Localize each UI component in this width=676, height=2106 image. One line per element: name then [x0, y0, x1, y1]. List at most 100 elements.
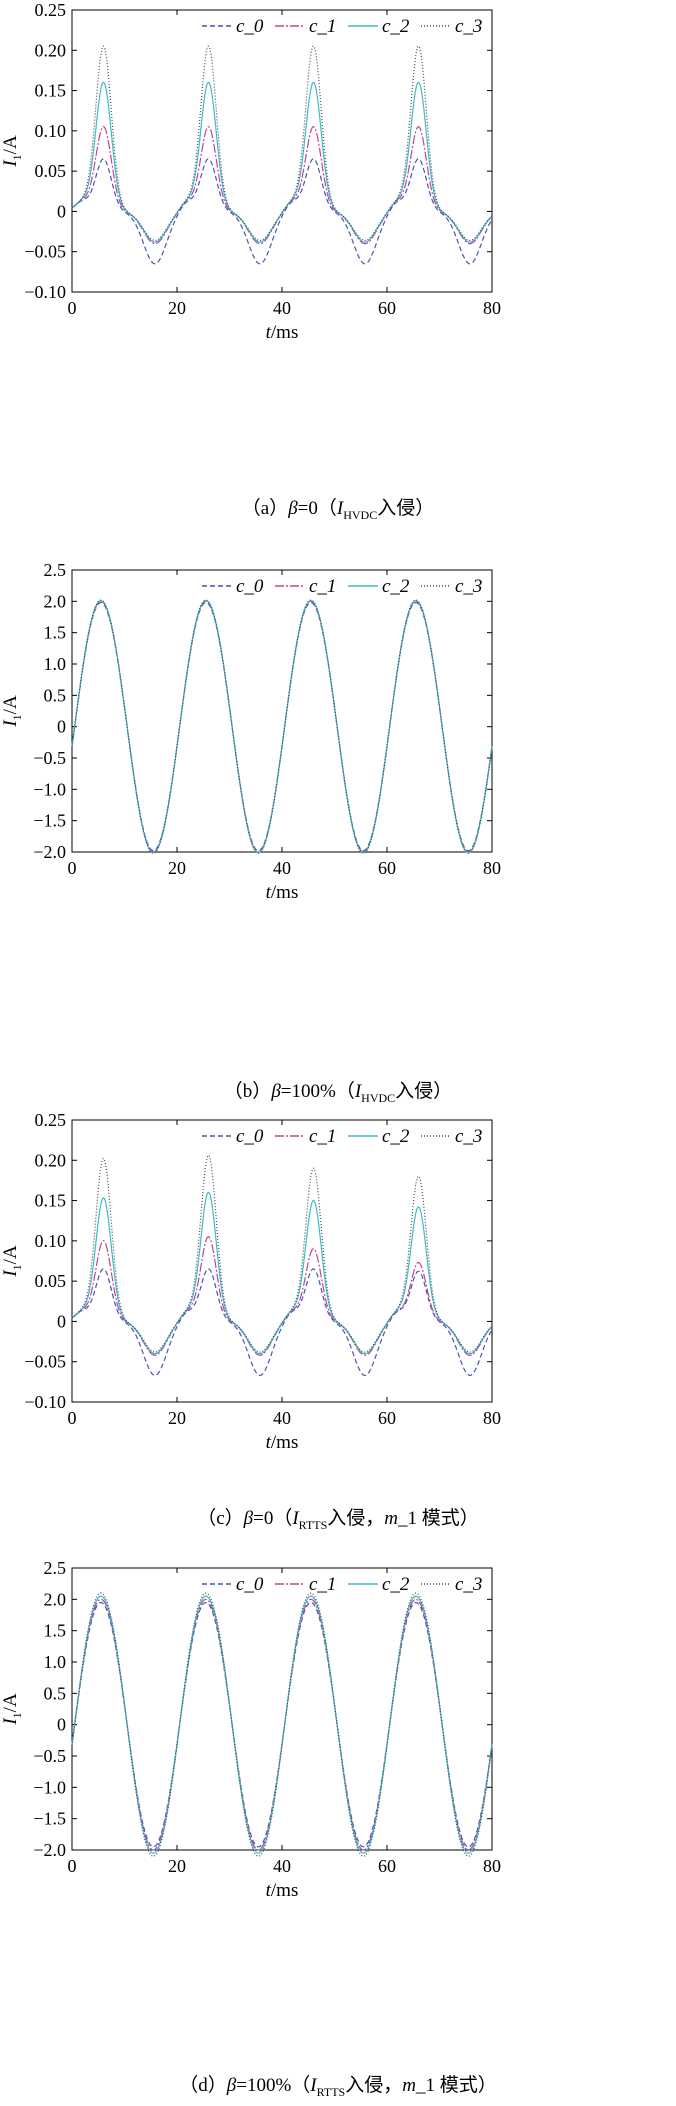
- y-axis-sub: 1: [10, 714, 24, 720]
- legend-label: c_0: [236, 1126, 264, 1147]
- x-tick-label: 0: [68, 858, 77, 878]
- caption-sub: RTTS: [316, 2084, 346, 2099]
- y-tick-label: 1.5: [44, 623, 67, 643]
- x-axis-label: t/ms: [266, 1432, 299, 1453]
- legend-label: c_1: [309, 576, 336, 597]
- y-tick-label: −1.5: [33, 811, 66, 831]
- y-axis-unit: /A: [0, 695, 21, 714]
- y-tick-label: 1.0: [44, 1652, 67, 1672]
- y-tick-label: −1.0: [33, 1777, 66, 1797]
- series-line-c-3: [71, 45, 493, 242]
- caption-a: （a）β=0（IHVDC入侵）: [0, 497, 676, 527]
- caption-text: =0（: [297, 498, 337, 519]
- y-tick-label: −0.10: [24, 282, 66, 302]
- series-line-c-1: [71, 1236, 493, 1356]
- x-tick-label: 80: [483, 858, 501, 878]
- x-axis-var: t: [266, 322, 272, 343]
- y-tick-label: 2.5: [44, 1558, 67, 1578]
- plot-frame: [71, 569, 493, 853]
- x-tick-label: 80: [483, 1408, 501, 1428]
- chart-panel-a: −0.10 −0.05 0 0.05 0.10 0.15 0.20 0.25 0 20 40 60 80…: [0, 0, 676, 540]
- x-axis-unit: /ms: [271, 1432, 298, 1453]
- y-axis-var: I: [0, 1717, 21, 1726]
- x-axis-label: t/ms: [266, 1880, 299, 1901]
- caption-text: =0（: [253, 1508, 293, 1529]
- caption-current: I: [292, 1508, 299, 1529]
- y-axis-var: I: [0, 1269, 21, 1278]
- caption-current: I: [310, 2075, 317, 2096]
- x-tick-label: 40: [273, 1408, 291, 1428]
- caption-beta: β: [243, 1508, 254, 1529]
- x-tick-label: 20: [168, 1408, 186, 1428]
- caption-current: I: [336, 498, 344, 519]
- y-tick-label: 0.25: [35, 1110, 67, 1130]
- chart-panel-d: −2.0 −1.5 −1.0 −0.5 0 0.5 1.0 1.5 2.0 2.5 0 20 40 60 8…: [0, 1558, 676, 2106]
- legend-label: c_3: [455, 1574, 482, 1595]
- x-tick-label: 20: [168, 1856, 186, 1876]
- caption-beta: β: [271, 1081, 281, 1102]
- x-axis-unit: /ms: [271, 1880, 298, 1901]
- x-tick-label: 80: [483, 1856, 501, 1876]
- legend-label: c_2: [382, 576, 410, 597]
- y-tick-label: 0.5: [44, 1683, 67, 1703]
- caption-label: （d）: [179, 2075, 227, 2096]
- x-tick-label: 0: [68, 1856, 77, 1876]
- x-tick-label: 20: [168, 858, 186, 878]
- y-tick-label: 0.15: [35, 81, 67, 101]
- series-line-c-2: [71, 600, 493, 854]
- y-tick-label: 0: [57, 1311, 66, 1331]
- series-line-c-2: [71, 81, 493, 243]
- caption-mode: _1 模式）: [415, 2075, 497, 2096]
- y-axis-sub: 1: [10, 1712, 24, 1718]
- caption-sub: HVDC: [343, 507, 378, 522]
- caption-d: （d）β=100%（IRTTS入侵，m_1 模式）: [0, 2074, 676, 2104]
- chart-d: −2.0 −1.5 −1.0 −0.5 0 0.5 1.0 1.5 2.0 2.5 0 20 40 60 8…: [0, 1558, 501, 1901]
- plot-frame: [71, 1567, 493, 1851]
- y-axis-unit: /A: [0, 1693, 21, 1712]
- chart-panel-b: −2.0 −1.5 −1.0 −0.5 0 0.5 1.0 1.5 2.0 2.5 0 20 40 60 8…: [0, 560, 676, 1105]
- caption-label: （b）: [223, 1081, 272, 1102]
- x-axis-unit: /ms: [271, 882, 298, 903]
- legend-label: c_0: [236, 576, 264, 597]
- caption-tail: 入侵，: [345, 2075, 403, 2096]
- y-tick-label: −2.0: [33, 1840, 66, 1860]
- y-axis-sub: 1: [10, 154, 24, 160]
- x-tick-label: 0: [68, 1408, 77, 1428]
- y-tick-label: −1.0: [33, 779, 66, 799]
- chart-c: −0.10 −0.05 0 0.05 0.10 0.15 0.20 0.25 0 20 40 60 80…: [0, 1110, 501, 1453]
- y-tick-label: 1.5: [44, 1621, 67, 1641]
- x-tick-label: 60: [378, 298, 396, 318]
- chart-a: −0.10 −0.05 0 0.05 0.10 0.15 0.20 0.25 0 20 40 60 80…: [0, 0, 501, 343]
- y-axis-sub: 1: [10, 1264, 24, 1270]
- legend-label: c_1: [309, 1574, 336, 1595]
- y-tick-label: 2.0: [44, 1589, 67, 1609]
- y-tick-label: 0.10: [35, 121, 67, 141]
- x-axis-var: t: [266, 1432, 272, 1453]
- legend-label: c_0: [236, 1574, 264, 1595]
- x-tick-label: 60: [378, 1856, 396, 1876]
- y-axis-unit: /A: [0, 1245, 21, 1264]
- caption-tail: 入侵，: [327, 1508, 385, 1529]
- y-axis-var: I: [0, 719, 21, 728]
- y-axis-var: I: [0, 159, 21, 168]
- x-axis-var: t: [266, 1880, 272, 1901]
- y-tick-label: 0.25: [35, 0, 67, 20]
- y-tick-label: 0.05: [35, 161, 67, 181]
- x-tick-label: 20: [168, 298, 186, 318]
- y-tick-label: −0.5: [33, 748, 66, 768]
- series-line-c-0: [71, 1268, 493, 1377]
- caption-beta: β: [226, 2075, 237, 2096]
- y-tick-label: 0.5: [44, 685, 67, 705]
- y-tick-label: −0.05: [24, 1352, 66, 1372]
- caption-tail: 入侵）: [377, 498, 435, 519]
- chart-b: −2.0 −1.5 −1.0 −0.5 0 0.5 1.0 1.5 2.0 2.5 0 20 40 60 8…: [0, 560, 501, 903]
- caption-mode-var: m: [384, 1508, 399, 1529]
- series-line-c-3: [71, 1592, 493, 1857]
- caption-mode-var: m: [402, 2075, 416, 2096]
- y-tick-label: 0: [57, 1715, 66, 1735]
- caption-text: =100%（: [280, 1081, 355, 1102]
- caption-sub: HVDC: [361, 1090, 396, 1105]
- caption-c: （c）β=0（IRTTS入侵，m_1 模式）: [0, 1507, 676, 1537]
- x-axis-unit: /ms: [271, 322, 298, 343]
- y-tick-label: −0.5: [33, 1746, 66, 1766]
